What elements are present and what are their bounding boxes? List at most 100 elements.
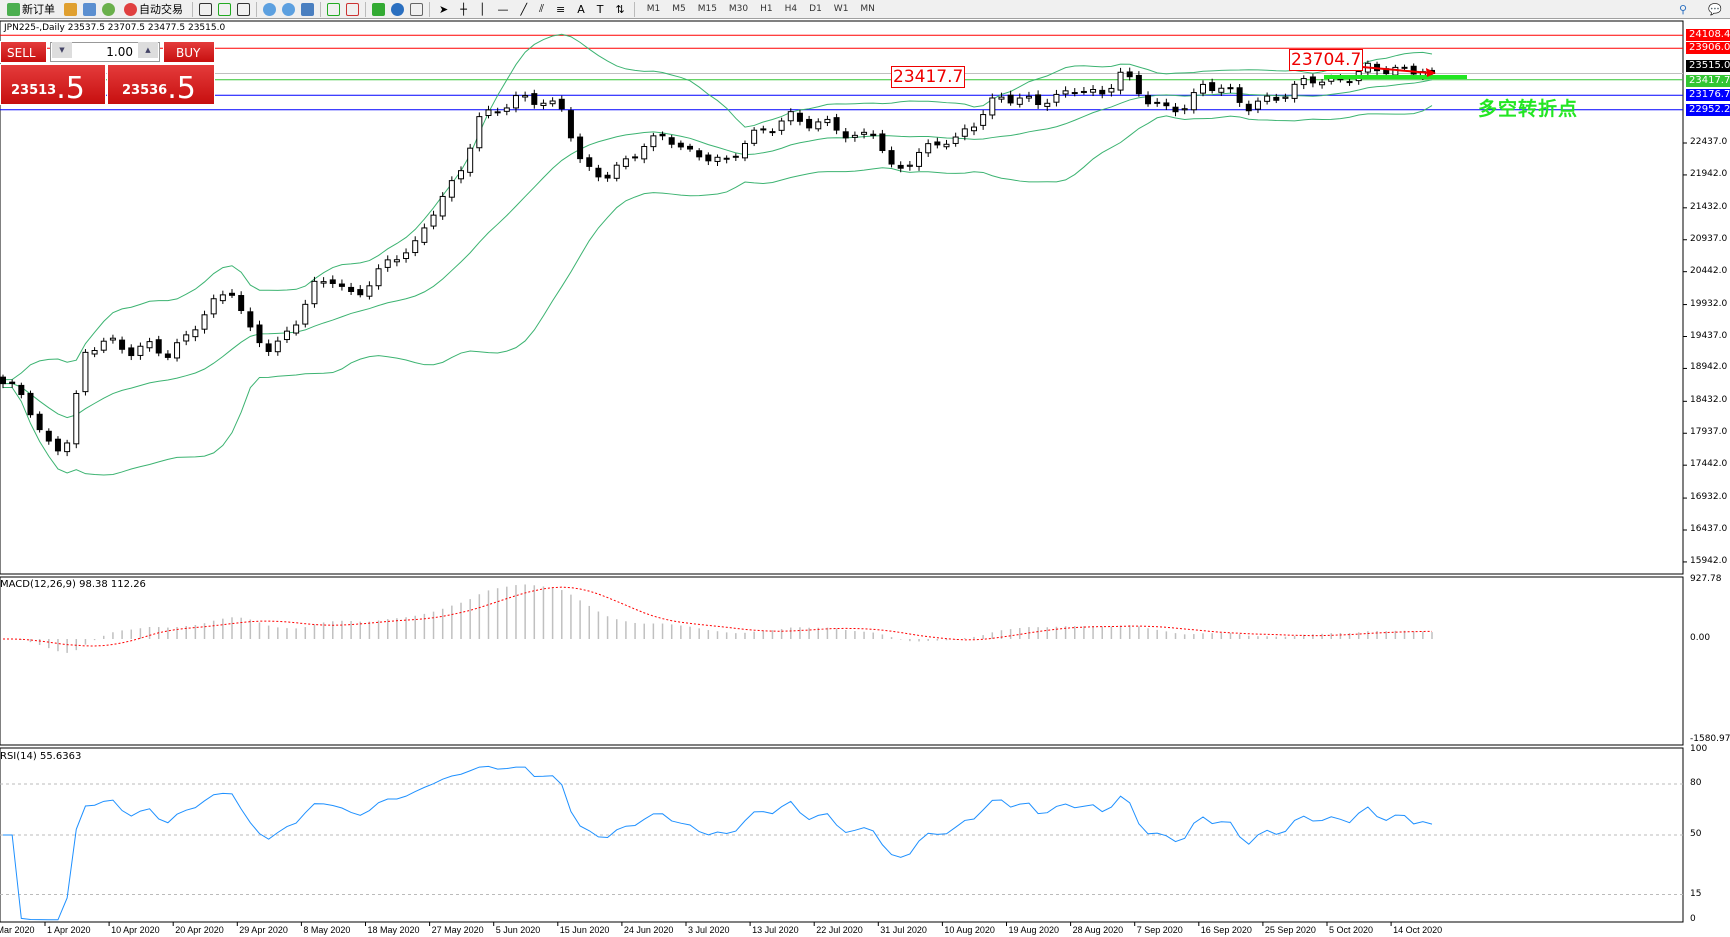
candle-body bbox=[338, 283, 345, 287]
lot-decrease-button[interactable]: ▼ bbox=[52, 42, 72, 58]
turning-point-note[interactable]: 多空转折点 bbox=[1478, 98, 1579, 120]
candlestick-icon[interactable] bbox=[218, 2, 231, 16]
sell-button[interactable]: SELL bbox=[0, 41, 47, 63]
candle-body bbox=[906, 164, 913, 167]
auto-trading-button[interactable]: 自动交易 bbox=[121, 1, 186, 17]
candle-body bbox=[82, 351, 89, 393]
candle-body bbox=[512, 95, 519, 109]
line-chart-icon[interactable] bbox=[237, 2, 250, 16]
candle-body bbox=[183, 334, 190, 342]
candle-body bbox=[815, 121, 822, 130]
candle-body bbox=[119, 339, 126, 350]
tile-windows-icon[interactable] bbox=[301, 2, 314, 16]
candle-body bbox=[1190, 92, 1197, 111]
lot-increase-button[interactable]: ▲ bbox=[138, 42, 158, 58]
new-order-button[interactable]: 新订单 bbox=[4, 1, 58, 17]
candle-body bbox=[1062, 90, 1069, 95]
lot-size-input[interactable]: 1.00 bbox=[50, 42, 160, 62]
vertical-line-icon[interactable]: │ bbox=[478, 2, 486, 16]
bar-chart-icon[interactable] bbox=[199, 2, 212, 16]
price-callout[interactable]: 23704.7 bbox=[1289, 49, 1364, 71]
timeframe-w1[interactable]: W1 bbox=[833, 4, 849, 14]
candle-body bbox=[1071, 92, 1078, 95]
channel-icon[interactable]: ⫽ bbox=[539, 2, 544, 15]
price-line-label: 24108.4 bbox=[1686, 29, 1730, 42]
date-axis-label: 22 Jul 2020 bbox=[816, 925, 863, 935]
buy-button[interactable]: BUY bbox=[163, 41, 215, 63]
timeframe-h4[interactable]: H4 bbox=[784, 4, 798, 14]
signal-icon[interactable] bbox=[102, 2, 115, 16]
date-axis-label: 1 Apr 2020 bbox=[47, 925, 91, 935]
candle-body bbox=[751, 129, 758, 144]
divider bbox=[365, 1, 366, 17]
candle-body bbox=[677, 142, 684, 148]
candle-body bbox=[522, 95, 529, 98]
candle-body bbox=[357, 289, 364, 296]
templates-icon[interactable] bbox=[410, 2, 423, 16]
timeframe-m1[interactable]: M1 bbox=[646, 4, 661, 14]
search-icon[interactable]: ⚲ bbox=[1679, 2, 1688, 16]
arrows-icon[interactable]: ⇅ bbox=[615, 2, 625, 16]
candle-body bbox=[1300, 78, 1307, 86]
text-label-icon[interactable]: T bbox=[596, 2, 604, 16]
fibonacci-icon[interactable]: ≡ bbox=[556, 2, 566, 16]
timeframe-d1[interactable]: D1 bbox=[809, 4, 822, 14]
price-line-label: 23417.7 bbox=[1686, 74, 1730, 87]
zoom-in-icon[interactable] bbox=[263, 2, 276, 16]
candle-body bbox=[100, 340, 107, 351]
chart-shift-icon[interactable] bbox=[346, 2, 359, 16]
candle-body bbox=[1245, 103, 1252, 112]
candle-body bbox=[622, 158, 629, 167]
buy-price[interactable]: 23536.5 bbox=[107, 64, 215, 106]
candle-body bbox=[1154, 101, 1161, 104]
crosshair-icon[interactable]: ┼ bbox=[460, 2, 467, 16]
divider bbox=[633, 1, 635, 17]
one-click-trading-panel: SELL 1.00 ▼ ▲ BUY 23513.5 23536.5 bbox=[0, 41, 215, 106]
candle-body bbox=[806, 118, 813, 129]
autoscroll-icon[interactable] bbox=[327, 2, 340, 16]
price-axis-label: 21942.0 bbox=[1690, 168, 1728, 179]
sell-price[interactable]: 23513.5 bbox=[0, 64, 106, 106]
date-axis-label: 3 Jul 2020 bbox=[688, 925, 730, 935]
price-line-label: 23176.7 bbox=[1686, 89, 1730, 102]
trendline-icon[interactable]: ╱ bbox=[520, 2, 528, 16]
divider bbox=[320, 1, 321, 17]
main-chart-frame bbox=[0, 20, 1684, 575]
candle-body bbox=[632, 156, 639, 159]
candle-body bbox=[1044, 102, 1051, 107]
text-icon[interactable]: A bbox=[577, 2, 585, 16]
candle-body bbox=[274, 340, 281, 353]
candle-body bbox=[503, 107, 510, 112]
navigator-icon[interactable] bbox=[83, 2, 96, 16]
timeframe-m15[interactable]: M15 bbox=[697, 4, 717, 14]
timeframe-m5[interactable]: M5 bbox=[672, 4, 686, 14]
periods-icon[interactable] bbox=[391, 2, 404, 16]
chat-icon[interactable]: 💬 bbox=[1708, 2, 1722, 16]
candle-body bbox=[659, 133, 666, 137]
timeframe-mn[interactable]: MN bbox=[860, 4, 875, 14]
cursor-icon[interactable]: ➤ bbox=[439, 2, 449, 16]
candle-body bbox=[531, 93, 538, 105]
trend-arrow bbox=[1361, 66, 1431, 74]
candle-body bbox=[128, 347, 135, 357]
date-axis-label: 16 Sep 2020 bbox=[1200, 925, 1252, 935]
candle-body bbox=[1099, 89, 1106, 95]
timeframe-h1[interactable]: H1 bbox=[760, 4, 773, 14]
market-watch-icon[interactable] bbox=[64, 2, 77, 16]
candle-body bbox=[540, 102, 547, 107]
zoom-out-icon[interactable] bbox=[282, 2, 295, 16]
price-callout[interactable]: 23417.7 bbox=[891, 66, 966, 88]
candle-body bbox=[1309, 76, 1316, 84]
timeframe-m30[interactable]: M30 bbox=[728, 4, 749, 14]
candle-body bbox=[366, 285, 373, 297]
candle-body bbox=[861, 131, 868, 135]
macd-axis-label: 927.78 bbox=[1690, 573, 1722, 584]
candle-body bbox=[1126, 71, 1133, 78]
chart-title: JPN225-,Daily 23537.5 23707.5 23477.5 23… bbox=[4, 23, 226, 33]
date-axis-label: 29 Apr 2020 bbox=[239, 925, 288, 935]
rsi-label: RSI(14) 55.6363 bbox=[0, 751, 82, 762]
candle-body bbox=[723, 157, 730, 160]
indicators-icon[interactable] bbox=[372, 2, 385, 16]
horizontal-line-icon[interactable]: — bbox=[497, 2, 509, 16]
